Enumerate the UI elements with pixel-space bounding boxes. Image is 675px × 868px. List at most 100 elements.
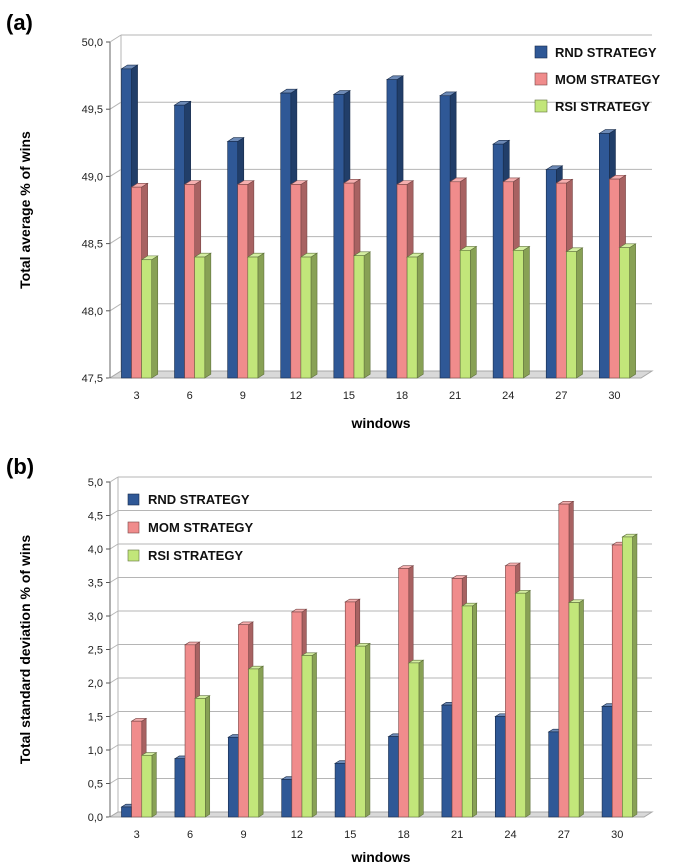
x-tick-label: 24: [504, 829, 516, 841]
bar-side: [257, 252, 265, 379]
legend-label: RND STRATEGY: [148, 492, 250, 507]
x-tick-label: 30: [611, 829, 623, 841]
bar-front: [492, 143, 504, 379]
y-tick-label: 0,5: [88, 779, 103, 791]
bar-side: [151, 255, 159, 379]
bar-front: [248, 668, 260, 818]
bar-front: [622, 536, 633, 818]
bar-front: [619, 247, 630, 379]
x-tick-label: 15: [344, 829, 356, 841]
bar-front: [406, 256, 418, 379]
bar-front: [451, 578, 463, 818]
bar-front: [333, 94, 345, 379]
bar-rsi-strategy-12: [299, 252, 319, 379]
gridline-depth: [109, 644, 119, 650]
bar-front: [396, 184, 408, 379]
y-tick-label: 2,5: [88, 645, 103, 657]
bar-front: [512, 250, 524, 379]
bar-front: [280, 92, 292, 379]
bar-front: [515, 592, 527, 818]
y-tick-label: 1,0: [88, 745, 103, 757]
bar-front: [194, 698, 206, 818]
bar-front: [398, 568, 410, 818]
bar-rsi-strategy-30: [621, 533, 638, 818]
bar-rsi-strategy-15: [354, 642, 371, 818]
bar-rsi-strategy-24: [514, 589, 532, 818]
bar-rsi-strategy-18: [406, 252, 425, 379]
bar-front: [237, 184, 249, 379]
bar-front: [408, 662, 420, 818]
bar-front: [441, 704, 453, 818]
legend: RND STRATEGY MOM STRATEGY RSI STRATEGY: [534, 45, 661, 114]
gridline-depth: [109, 610, 119, 617]
gridline-depth: [109, 543, 119, 550]
bar-front: [344, 601, 356, 818]
bar-front: [566, 251, 577, 379]
gridline-depth: [109, 236, 122, 245]
bar-side: [363, 251, 371, 379]
bar-front: [131, 720, 143, 818]
bar-front: [247, 256, 259, 379]
x-axis-title: windows: [350, 415, 410, 431]
legend-swatch: [127, 521, 140, 534]
legend-label: MOM STRATEGY: [148, 520, 254, 535]
x-tick-label: 24: [502, 390, 514, 402]
bar-front: [184, 184, 195, 379]
bar-front: [609, 178, 620, 379]
gridline-depth: [109, 476, 119, 483]
y-tick-label: 4,5: [88, 511, 103, 523]
x-axis-title: windows: [350, 849, 410, 865]
bar-rsi-strategy-27: [565, 247, 584, 379]
bar-front: [601, 706, 613, 818]
panel-label: (b): [6, 454, 34, 479]
gridline-depth: [109, 744, 119, 751]
x-tick-label: 27: [558, 829, 570, 841]
legend: RND STRATEGY MOM STRATEGY RSI STRATEGY: [127, 492, 254, 563]
bar-front: [227, 736, 239, 818]
bar-rsi-strategy-27: [567, 599, 585, 818]
bar-front: [194, 256, 206, 379]
bar-front: [353, 255, 365, 379]
bar-front: [334, 763, 346, 818]
x-tick-label: 21: [449, 390, 461, 402]
bar-front: [184, 644, 196, 818]
bar-front: [174, 758, 186, 818]
chart-panel-1: (b) 0,0 0,5 1,0 1,5 2,0 2,5 3,0 3,5 4,0 4,5 5,0 3 6 9 1…: [6, 454, 654, 865]
y-tick-label: 50,0: [82, 37, 103, 49]
bar-side: [310, 252, 318, 379]
x-tick-label: 3: [134, 829, 140, 841]
bar-front: [461, 605, 473, 818]
bar-side: [629, 243, 636, 379]
bar-rsi-strategy-21: [461, 602, 478, 818]
x-tick-label: 12: [291, 829, 303, 841]
bar-front: [291, 611, 303, 818]
bar-front: [611, 544, 623, 818]
gridline-depth: [109, 168, 122, 177]
legend-swatch: [534, 45, 548, 59]
gridline-depth: [109, 677, 119, 684]
gridline-depth: [109, 577, 119, 583]
bar-front: [131, 186, 142, 379]
bar-rsi-strategy-12: [300, 652, 318, 818]
x-tick-label: 21: [451, 829, 463, 841]
bar-front: [599, 133, 610, 379]
bar-front: [301, 655, 313, 818]
gridline-depth: [109, 711, 119, 717]
x-tick-label: 6: [187, 829, 193, 841]
bar-side: [525, 589, 531, 818]
bar-front: [290, 184, 302, 379]
bar-rsi-strategy-24: [512, 245, 531, 379]
bar-front: [355, 645, 366, 818]
bar-front: [238, 624, 249, 818]
y-tick-label: 48,5: [82, 239, 103, 251]
bar-rsi-strategy-30: [618, 243, 637, 379]
panel-label: (a): [6, 10, 33, 35]
bar-side: [632, 533, 638, 818]
bar-front: [505, 565, 516, 818]
bar-rsi-strategy-21: [459, 245, 478, 379]
x-tick-label: 9: [240, 829, 246, 841]
x-tick-label: 3: [133, 390, 139, 402]
bar-side: [365, 642, 371, 818]
bar-side: [205, 695, 211, 818]
